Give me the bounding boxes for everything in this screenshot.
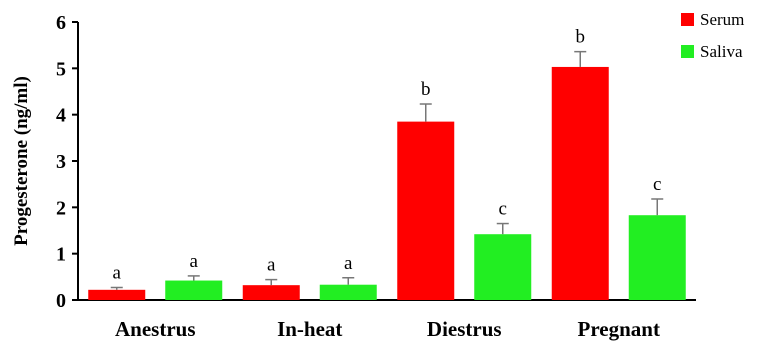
- significance-label: c: [499, 199, 507, 220]
- legend-swatch-serum: [681, 13, 694, 26]
- significance-label: a: [344, 253, 353, 274]
- legend-label-serum: Serum: [700, 10, 744, 29]
- bar-saliva-in-heat: [319, 284, 377, 300]
- y-tick-label: 0: [56, 290, 66, 312]
- category-label: Diestrus: [427, 317, 502, 341]
- significance-label: b: [576, 27, 586, 48]
- legend: Serum Saliva: [681, 10, 744, 61]
- y-tick-label: 6: [56, 12, 66, 34]
- significance-label: a: [267, 255, 276, 276]
- y-ticks: 0 1 2 3 4 5 6: [56, 12, 78, 312]
- bar-saliva-diestrus: [474, 234, 532, 300]
- bar-serum-anestrus: [88, 289, 146, 300]
- significance-label: a: [113, 262, 122, 283]
- category-label: Anestrus: [115, 317, 196, 341]
- bar-saliva-anestrus: [165, 280, 223, 300]
- y-tick-label: 2: [56, 197, 66, 219]
- y-axis-title: Progesterone (ng/ml): [11, 76, 32, 246]
- y-tick-label: 3: [56, 151, 66, 173]
- category-label: Pregnant: [578, 317, 660, 341]
- significance-label: a: [190, 251, 199, 272]
- category-labels: Anestrus In-heat Diestrus Pregnant: [115, 317, 660, 341]
- category-label: In-heat: [277, 317, 342, 341]
- significance-label: c: [653, 174, 661, 195]
- y-tick-label: 5: [56, 58, 66, 80]
- bar-serum-pregnant: [551, 66, 609, 301]
- legend-swatch-saliva: [681, 45, 694, 58]
- bars: a a a a b c b c: [88, 27, 686, 301]
- y-tick-label: 1: [56, 244, 66, 266]
- legend-label-saliva: Saliva: [700, 42, 743, 61]
- bar-serum-in-heat: [242, 285, 300, 300]
- bar-saliva-pregnant: [628, 215, 686, 300]
- bar-serum-diestrus: [397, 121, 455, 300]
- significance-label: b: [421, 79, 431, 100]
- y-tick-label: 4: [56, 105, 66, 127]
